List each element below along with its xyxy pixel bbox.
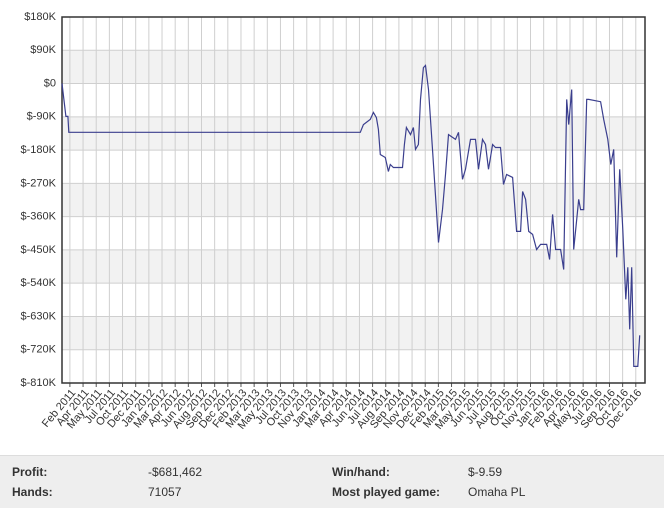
stats-panel: Profit: -$681,462 Win/hand: $-9.59 Hands… <box>0 455 664 508</box>
stat-label: Hands: <box>12 485 53 499</box>
y-tick-label: $-90K <box>27 111 57 123</box>
stat-value: Omaha PL <box>468 485 526 499</box>
line <box>61 64 641 367</box>
band <box>62 316 645 350</box>
stat-label: Profit: <box>12 465 48 479</box>
y-tick-label: $180K <box>24 11 56 23</box>
band <box>62 116 645 151</box>
y-tick-label: $0 <box>44 77 56 89</box>
y-tick-label: $90K <box>30 44 56 56</box>
stat-value: $-9.59 <box>468 465 503 479</box>
y-tick-label: $-720K <box>21 344 57 356</box>
y-tick-label: $-540K <box>21 277 57 289</box>
stat-value: -$681,462 <box>148 465 203 479</box>
stat-label: Win/hand: <box>332 465 390 479</box>
y-tick-label: $-450K <box>21 244 57 256</box>
band <box>62 183 645 217</box>
band <box>62 249 645 284</box>
y-tick-label: $-360K <box>21 211 57 223</box>
y-tick-label: $-270K <box>21 177 57 189</box>
y-tick-label: $-810K <box>21 377 57 389</box>
plot-frame <box>61 16 646 384</box>
chart: $180K $90K $0 $-90K $-180K $-270K $-360K $-450K… <box>21 11 646 432</box>
stat-value: 71057 <box>148 485 182 499</box>
y-tick-label: $-180K <box>21 144 57 156</box>
band <box>62 50 645 84</box>
stat-label: Most played game: <box>332 485 441 499</box>
y-tick-label: $-630K <box>21 310 57 322</box>
